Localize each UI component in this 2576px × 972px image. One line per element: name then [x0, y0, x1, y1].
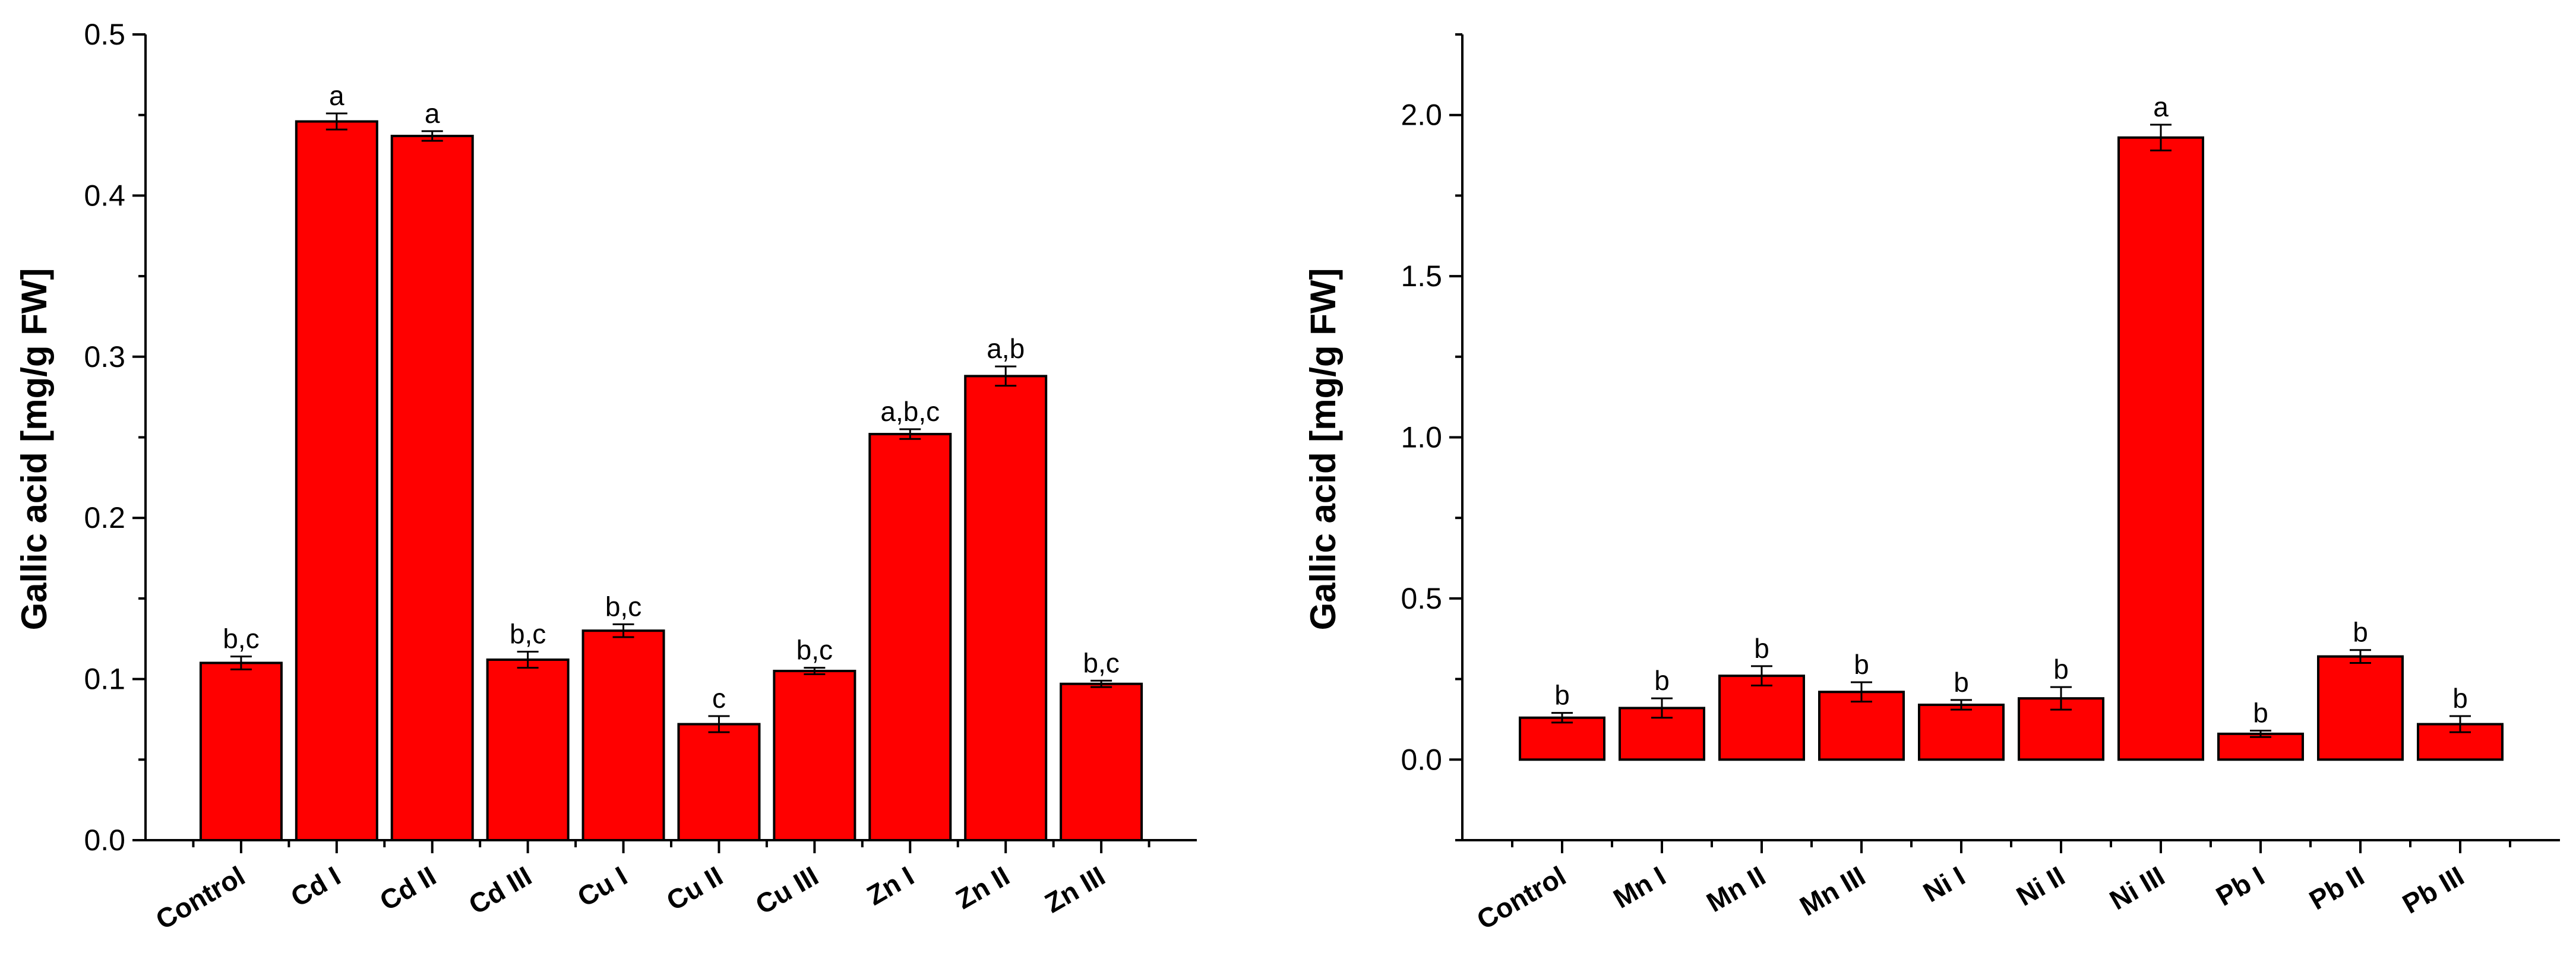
y-tick-label: 0.1 [84, 663, 125, 696]
bar-control [199, 661, 283, 841]
bar-pb-ii [2317, 655, 2404, 761]
significance-label: b,c [510, 618, 546, 649]
bar-ni-i [1918, 704, 2005, 761]
significance-label: a,b [987, 333, 1025, 364]
bar-mn-iii [1818, 691, 1905, 761]
chart-right-svg: 0.0 0.5 1.0 1.5 2.0 Gallic acid [mg/g FW] b Con… [1303, 33, 2560, 936]
x-tick-label: Cu I [572, 860, 632, 913]
significance-label: a,b,c [880, 396, 940, 427]
significance-label: b [1554, 680, 1570, 711]
significance-label: b,c [796, 635, 833, 666]
x-tick-label: Zn III [1039, 860, 1110, 919]
bar-cu-i [581, 629, 665, 842]
bar-zn-iii [1060, 682, 1143, 841]
significance-label: b,c [605, 591, 641, 622]
bar-control [1519, 716, 1605, 761]
significance-label: c [712, 683, 726, 714]
x-tick-label: Ni III [2104, 860, 2170, 916]
x-tick-label: Zn II [950, 860, 1014, 915]
significance-label: b,c [1083, 647, 1119, 678]
y-tick-label: 0.0 [1401, 743, 1442, 776]
significance-label: a [329, 80, 344, 111]
x-tick-label: Zn I [861, 860, 919, 911]
x-tick-label: Cu II [661, 860, 728, 917]
bar-cu-iii [773, 670, 856, 842]
chart-right: 0.0 0.5 1.0 1.5 2.0 Gallic acid [mg/g FW] b Con… [1288, 0, 2576, 972]
x-tick-label: Control [150, 860, 250, 936]
significance-label: a [2153, 91, 2169, 122]
bar-cd-ii [390, 134, 474, 841]
bar-zn-ii [964, 375, 1048, 841]
x-tick-label: Control [1471, 860, 1571, 936]
y-tick-label: 1.0 [1401, 421, 1442, 454]
y-tick-label: 0.2 [84, 501, 125, 534]
significance-label: b [2253, 697, 2268, 728]
y-tick-label: 0.3 [84, 340, 125, 373]
chart-left-svg: 0.0 0.1 0.2 0.3 0.4 0.5 Gallic acid [mg/g FW] b… [14, 18, 1197, 936]
significance-label: b [2053, 654, 2069, 685]
x-tick-label: Cd III [463, 860, 536, 920]
y-tick-label: 1.5 [1401, 259, 1442, 293]
significance-label: b [1754, 633, 1769, 664]
x-tick-label: Pb III [2397, 860, 2469, 920]
bar-zn-i [868, 433, 952, 841]
bar-mn-ii [1718, 675, 1805, 761]
chart-left: 0.0 0.1 0.2 0.3 0.4 0.5 Gallic acid [mg/g FW] b… [14, 18, 1197, 936]
y-tick-label: 0.5 [1401, 582, 1442, 615]
bar-cu-ii [677, 723, 761, 842]
significance-label: b [1654, 665, 1670, 696]
significance-label: b [2353, 617, 2368, 648]
significance-label: b,c [223, 623, 259, 654]
x-tick-label: Mn II [1701, 860, 1771, 918]
x-tick-label: Cd II [374, 860, 441, 917]
bar-ni-iii [2117, 136, 2204, 761]
x-tick-label: Cd I [286, 860, 346, 913]
bar-cd-iii [486, 658, 570, 841]
y-tick-label: 0.0 [84, 824, 125, 857]
bar-pb-i [2217, 732, 2304, 761]
significance-label: a [425, 98, 440, 129]
x-tick-label: Ni II [2011, 860, 2070, 912]
y-tick-label: 0.5 [84, 18, 125, 51]
y-tick-label: 0.4 [84, 179, 125, 212]
significance-label: b [1854, 649, 1869, 680]
bar-cd-i [295, 120, 378, 841]
y-axis-label: Gallic acid [mg/g FW] [14, 268, 54, 630]
x-tick-label: Pb II [2304, 860, 2369, 916]
x-tick-label: Ni I [1918, 860, 1970, 908]
y-tick-label: 2.0 [1401, 99, 1442, 132]
y-axis-label: Gallic acid [mg/g FW] [1303, 268, 1343, 630]
significance-label: b [1954, 667, 1969, 698]
significance-label: b [2452, 683, 2468, 714]
x-tick-label: Mn I [1608, 860, 1671, 914]
x-tick-label: Pb I [2211, 860, 2270, 912]
x-tick-label: Mn III [1794, 860, 1870, 922]
x-tick-label: Cu III [750, 860, 823, 920]
